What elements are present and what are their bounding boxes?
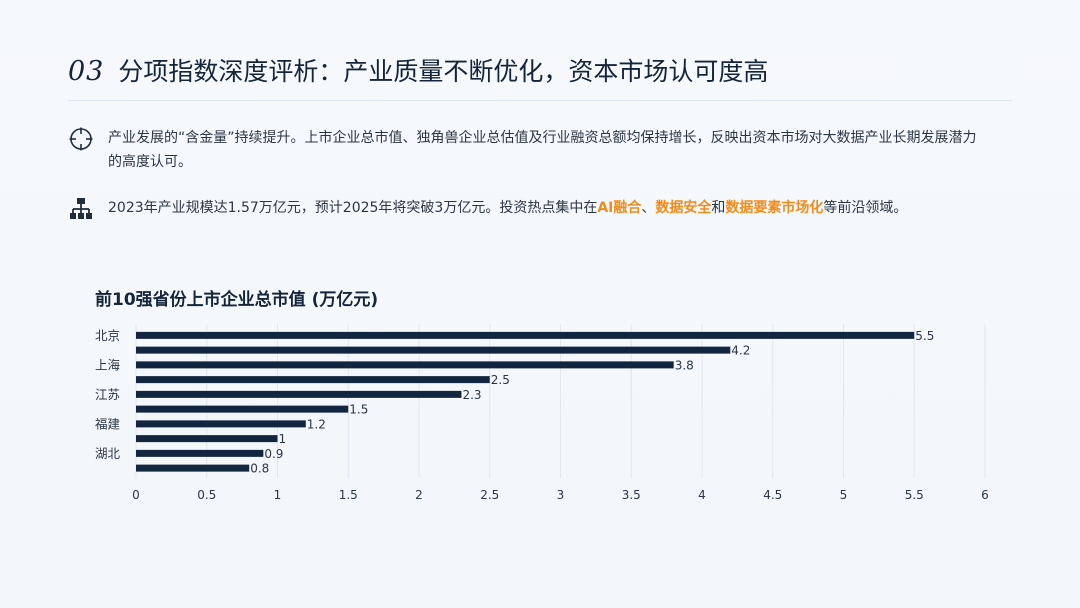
bullet-1-text: 产业发展的“含金量”持续提升。上市企业总市值、独角兽企业总估值及行业融资总额均保… (108, 130, 977, 170)
section-number: 03 (68, 56, 105, 87)
bullet-1: 产业发展的“含金量”持续提升。上市企业总市值、独角兽企业总估值及行业融资总额均保… (68, 126, 988, 174)
data-label: 2.3 (462, 388, 481, 402)
bullet-2-sep-2: 和 (711, 200, 726, 216)
bar (136, 435, 278, 443)
y-tick-label: 湖北 (95, 446, 121, 461)
bar (136, 464, 250, 472)
x-tick-label: 0.5 (197, 488, 216, 502)
data-label: 2.5 (491, 373, 510, 387)
x-tick-label: 4 (698, 488, 706, 502)
bullet-2-text: 2023年产业规模达1.57万亿元，预计2025年将突破3万亿元。投资热点集中在… (108, 196, 907, 220)
bar (136, 331, 915, 339)
data-label: 1.5 (349, 403, 368, 417)
bar (136, 405, 349, 413)
y-tick-label: 上海 (95, 357, 121, 372)
title-text: 分项指数深度评析：产业质量不断优化，资本市场认可度高 (118, 57, 769, 86)
bar (136, 449, 264, 457)
bar (136, 420, 306, 428)
data-label: 0.9 (264, 447, 283, 461)
data-label: 1 (279, 432, 287, 446)
highlight-data-market: 数据要素市场化 (725, 200, 824, 216)
x-tick-label: 6 (981, 488, 989, 502)
x-tick-label: 3 (557, 488, 565, 502)
x-tick-label: 2 (415, 488, 423, 502)
highlight-ai: AI融合 (597, 200, 642, 216)
page-title: 03 分项指数深度评析：产业质量不断优化，资本市场认可度高 (68, 52, 768, 88)
highlight-data-security: 数据安全 (655, 200, 712, 216)
x-tick-label: 0 (132, 488, 140, 502)
org-chart-icon (68, 196, 94, 222)
bar (136, 361, 674, 369)
x-tick-label: 3.5 (622, 488, 641, 502)
bullet-2-text-before: 2023年产业规模达1.57万亿元，预计2025年将突破3万亿元。投资热点集中在 (108, 200, 598, 216)
data-label: 3.8 (675, 358, 694, 372)
bar (136, 346, 731, 354)
y-tick-label: 北京 (95, 328, 120, 343)
data-label: 5.5 (915, 329, 934, 343)
bullet-2-sep-1: 、 (641, 200, 656, 216)
x-tick-label: 5.5 (905, 488, 924, 502)
title-divider (68, 100, 1012, 101)
data-label: 4.2 (731, 344, 750, 358)
x-tick-label: 4.5 (763, 488, 782, 502)
data-label: 0.8 (250, 462, 269, 476)
bar (136, 390, 462, 398)
x-tick-label: 5 (840, 488, 848, 502)
x-tick-label: 1.5 (339, 488, 358, 502)
data-label: 1.2 (307, 417, 326, 431)
crosshair-icon (68, 126, 94, 152)
x-tick-label: 2.5 (480, 488, 499, 502)
bar (136, 376, 490, 384)
bullet-2: 2023年产业规模达1.57万亿元，预计2025年将突破3万亿元。投资热点集中在… (68, 196, 1008, 222)
x-tick-label: 1 (274, 488, 282, 502)
chart-title: 前10强省份上市企业总市值 (万亿元) (95, 290, 379, 310)
y-tick-label: 福建 (95, 416, 121, 431)
y-tick-label: 江苏 (95, 387, 120, 402)
bullet-2-text-after: 等前沿领域。 (823, 200, 908, 216)
